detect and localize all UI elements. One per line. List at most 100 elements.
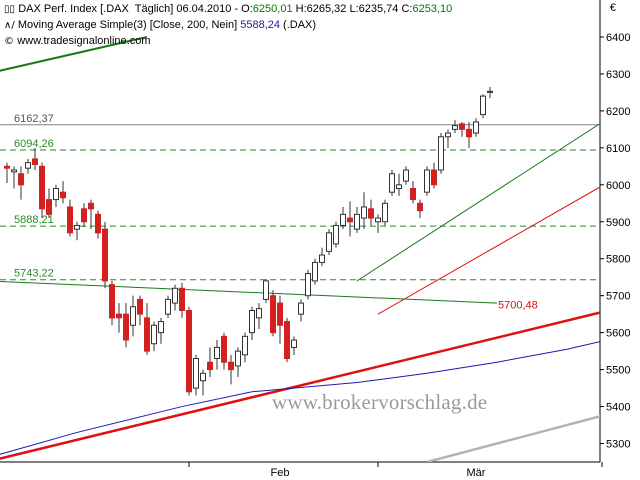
- candle-down: [410, 187, 416, 201]
- trend-line-upper-green-channel: [356, 123, 600, 282]
- candle-up: [319, 254, 325, 263]
- y-tick-label: 5700: [606, 291, 630, 303]
- watermark: www.brokervorschlag.de: [272, 390, 488, 414]
- level-label: 5888,21: [14, 214, 54, 226]
- level-label: 5700,48: [498, 300, 538, 312]
- candle-up: [53, 187, 59, 201]
- candle-up: [172, 287, 178, 304]
- high-value: 6265,32: [306, 3, 347, 15]
- candle-up: [214, 346, 220, 360]
- candle-down: [60, 191, 66, 199]
- header-line-2: ∧/ Moving Average Simple(3) [Close, 200,…: [4, 19, 316, 32]
- ma-line-icon: ∧/: [4, 20, 18, 31]
- y-tick-label: 6200: [606, 106, 630, 118]
- y-tick-label: 6000: [606, 180, 630, 192]
- candle-down: [144, 317, 150, 352]
- trend-line-gray-trend: [426, 415, 600, 462]
- candle-up: [256, 308, 262, 319]
- candle-up: [151, 324, 157, 345]
- candle-up: [74, 224, 80, 230]
- candle-down: [459, 123, 465, 130]
- candle-up: [200, 372, 206, 382]
- candle-up: [130, 306, 136, 326]
- plot-layer: [0, 35, 600, 462]
- y-tick-label: 6400: [606, 32, 630, 44]
- x-tick-label: Mär: [467, 467, 486, 479]
- candle-up: [487, 90, 493, 93]
- candle-up: [25, 162, 31, 169]
- candle-up: [312, 261, 318, 282]
- candle-up: [480, 95, 486, 116]
- y-tick-label: 5400: [606, 402, 630, 414]
- candle-up: [382, 202, 388, 223]
- candle-up: [473, 121, 479, 134]
- candle-up: [396, 184, 402, 189]
- candle-down: [207, 361, 213, 371]
- candle-down: [228, 361, 234, 371]
- candle-up: [424, 169, 430, 193]
- candle-up: [165, 298, 171, 315]
- header-line-1: ▯▯ DAX Perf. Index [.DAX Täglich] 06.04.…: [4, 3, 453, 15]
- candle-up: [445, 132, 451, 138]
- candle-down: [88, 202, 94, 210]
- ma-title: Moving Average Simple(3) [Close, 200, Ne…: [17, 19, 241, 31]
- candle-up: [375, 217, 381, 223]
- candle-up: [333, 224, 339, 245]
- source-link[interactable]: www.tradesignalonline.com: [17, 35, 151, 47]
- moving-average-line: [0, 341, 600, 455]
- y-tick-label: 6300: [606, 69, 630, 81]
- candle-down: [67, 206, 73, 234]
- candle-down: [179, 287, 185, 311]
- candle-down: [109, 284, 115, 319]
- candle-down: [221, 335, 227, 363]
- candle-down: [32, 158, 38, 165]
- level-label: 6094,26: [14, 138, 54, 150]
- y-tick-label: 5800: [606, 254, 630, 266]
- candle-down: [39, 165, 45, 210]
- y-tick-label: 6100: [606, 143, 630, 155]
- candle-up: [403, 169, 409, 182]
- candle-down: [431, 169, 437, 186]
- candle-down: [347, 217, 353, 223]
- candle-up: [326, 232, 332, 252]
- trend-line-old-green-trend: [0, 35, 148, 72]
- copyright-icon: ©: [4, 36, 18, 47]
- candle-down: [277, 302, 283, 326]
- y-tick-label: 5500: [606, 365, 630, 377]
- price-line-icon: ▯▯: [4, 4, 19, 15]
- level-label: 6162,37: [14, 113, 54, 125]
- low-value: 6235,74: [358, 3, 399, 15]
- candle-up: [158, 321, 164, 334]
- candle-down: [46, 199, 52, 215]
- currency-label: €: [609, 2, 616, 14]
- trend-line-lower-red-channel: [377, 186, 600, 315]
- candle-up: [340, 213, 346, 226]
- candle-down: [102, 228, 108, 282]
- trend-line-support-red-trend: [0, 311, 600, 460]
- ma-symbol: (.DAX): [280, 19, 317, 31]
- candle-up: [193, 358, 199, 389]
- ma-value: 5588,24: [240, 19, 280, 31]
- candle-up: [389, 173, 395, 193]
- candle-down: [123, 313, 129, 341]
- candle-up: [263, 280, 269, 300]
- candle-up: [305, 273, 311, 297]
- candle-down: [284, 321, 290, 360]
- candle-up: [354, 213, 360, 230]
- open-value: 6250,01: [252, 3, 293, 15]
- candle-down: [417, 202, 423, 212]
- candle-up: [361, 206, 367, 219]
- candle-up: [235, 350, 241, 367]
- candle-down: [466, 128, 472, 138]
- y-tick-label: 5600: [606, 328, 630, 340]
- header-line-3: © www.tradesignalonline.com: [4, 35, 150, 48]
- candle-down: [95, 213, 101, 234]
- candle-down: [4, 165, 10, 169]
- instrument-title: DAX Perf. Index [.DAX Täglich] 06.04.201…: [18, 3, 242, 15]
- candle-up: [249, 309, 255, 334]
- candle-down: [18, 173, 24, 186]
- candle-up: [438, 136, 444, 171]
- candle-down: [137, 298, 143, 315]
- candle-down: [186, 309, 192, 393]
- candle-up: [11, 169, 17, 173]
